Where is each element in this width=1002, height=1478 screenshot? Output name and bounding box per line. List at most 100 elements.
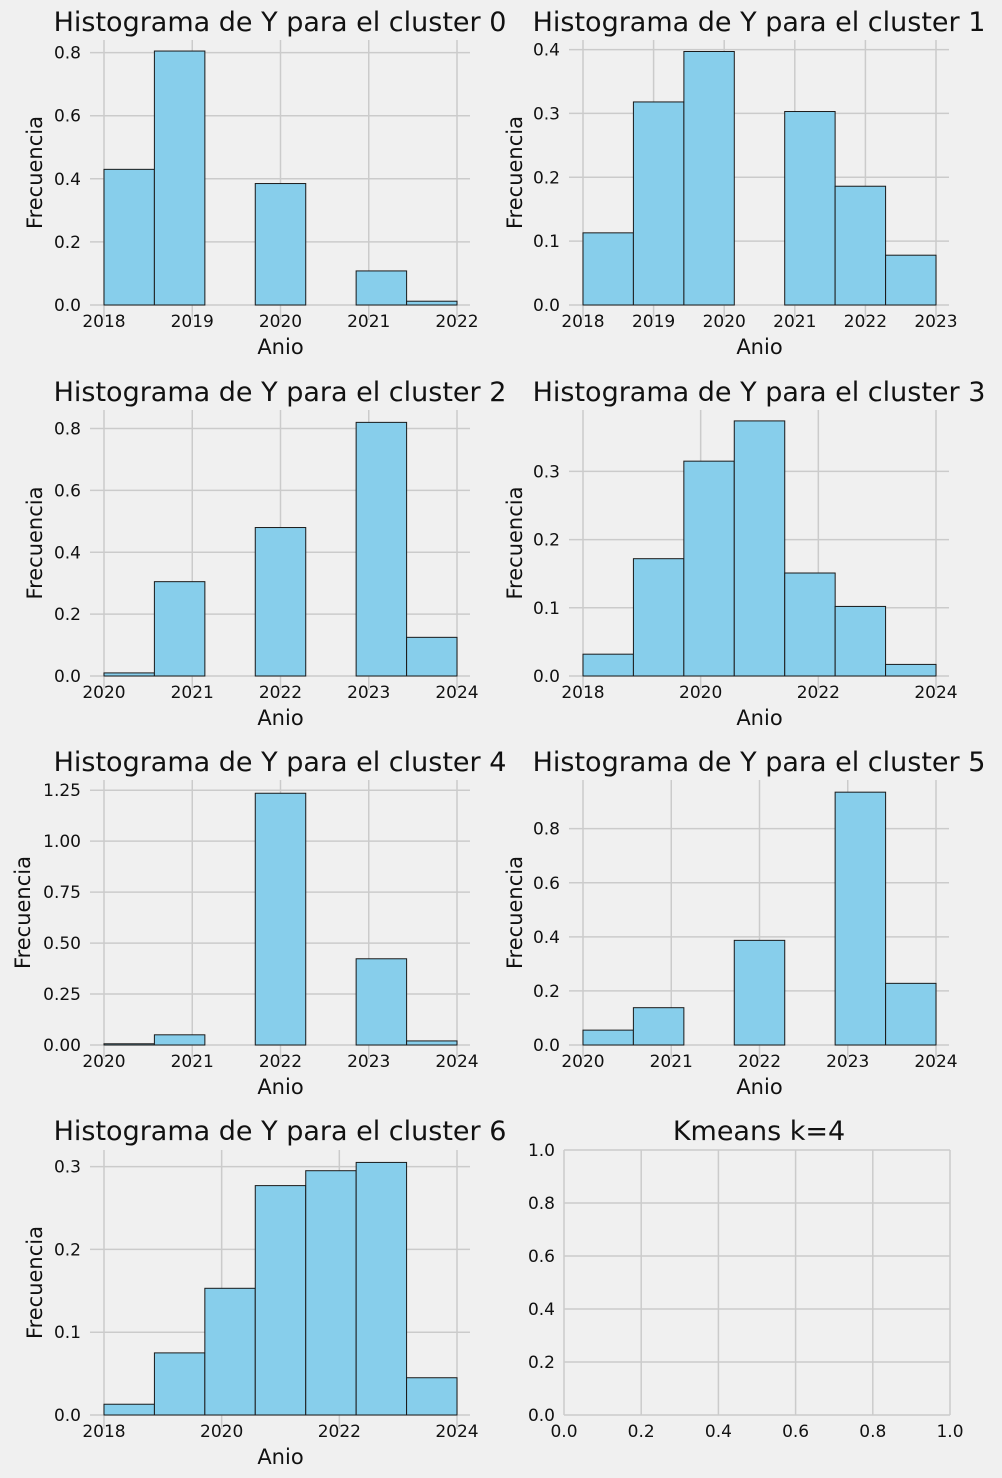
chart-title: Histograma de Y para el cluster 0	[54, 7, 507, 38]
histogram-bar	[582, 232, 634, 306]
x-tick-label: 2022	[738, 1052, 781, 1072]
y-tick-label: 0.0	[533, 1036, 560, 1056]
histogram-bar	[733, 939, 786, 1046]
x-tick-label: 0.2	[628, 1422, 655, 1442]
x-tick-label: 2020	[82, 683, 125, 703]
x-tick-label: 2023	[914, 312, 957, 332]
x-tick-label: 2020	[259, 312, 302, 332]
x-tick-label: 2024	[435, 1422, 478, 1442]
y-tick-label: 0.75	[43, 883, 81, 903]
x-tick-label: 2018	[561, 312, 604, 332]
y-tick-label: 0.6	[54, 481, 81, 501]
chart-panel-2: 2020 2021 2022 2023 2024 0.0 0.2 0.4 0.6 0.8 Histo…	[23, 377, 506, 730]
x-tick-label: 2020	[703, 312, 746, 332]
histogram-bar	[784, 111, 836, 306]
y-axis-label: Frecuencia	[503, 116, 527, 229]
histogram-bar	[406, 1040, 458, 1046]
histogram-bar	[153, 50, 206, 306]
histogram-bar	[103, 672, 155, 677]
x-tick-label: 2020	[561, 1052, 604, 1072]
chart-panel-5: 2020 2021 2022 2023 2024 0.0 0.2 0.4 0.6 0.8 Histo…	[503, 747, 985, 1099]
x-tick-label: 2021	[650, 1052, 693, 1072]
chart-title: Histograma de Y para el cluster 5	[533, 747, 986, 778]
x-tick-label: 2024	[435, 683, 478, 703]
y-axis-label: Frecuencia	[23, 487, 47, 600]
histogram-bar	[254, 792, 307, 1046]
y-axis-label: Frecuencia	[503, 487, 527, 600]
y-tick-label: 0.2	[54, 1240, 81, 1260]
y-tick-label: 0.8	[54, 44, 81, 64]
x-tick-label: 2020	[200, 1422, 243, 1442]
y-tick-label: 0.1	[533, 599, 560, 619]
y-tick-label: 0.0	[54, 667, 81, 687]
x-tick-label: 2022	[797, 683, 840, 703]
y-tick-label: 0.2	[528, 1353, 555, 1373]
x-tick-label: 2023	[826, 1052, 869, 1072]
histogram-bar	[632, 1007, 685, 1046]
histogram-bar	[885, 982, 937, 1046]
y-tick-label: 0.4	[533, 41, 560, 61]
histogram-bar	[204, 1287, 256, 1416]
histogram-bar	[885, 663, 937, 677]
histogram-bar	[305, 1170, 357, 1416]
x-tick-label: 2019	[632, 312, 675, 332]
y-tick-label: 0.25	[43, 985, 81, 1005]
y-tick-label: 0.8	[528, 1194, 555, 1214]
x-tick-label: 0.8	[859, 1422, 886, 1442]
x-tick-label: 2024	[914, 683, 957, 703]
chart-title: Histograma de Y para el cluster 6	[54, 1116, 507, 1147]
chart-title: Histograma de Y para el cluster 2	[54, 377, 507, 408]
histogram-bar	[784, 572, 836, 677]
x-tick-label: 2022	[259, 683, 302, 703]
y-tick-label: 0.1	[54, 1323, 81, 1343]
y-tick-label: 0.4	[54, 170, 81, 190]
histogram-bar	[254, 1185, 307, 1416]
y-axis-label: Frecuencia	[23, 1226, 47, 1339]
y-tick-label: 0.0	[54, 1406, 81, 1426]
histogram-bar	[355, 1161, 408, 1416]
histogram-bar	[683, 50, 735, 306]
histogram-bar	[406, 300, 458, 306]
histogram-bar	[582, 653, 634, 677]
y-tick-label: 0.2	[54, 233, 81, 253]
y-tick-label: 0.0	[528, 1406, 555, 1426]
y-axis-label: Frecuencia	[11, 856, 35, 969]
y-tick-label: 0.00	[43, 1036, 81, 1056]
x-tick-label: 2022	[435, 312, 478, 332]
x-tick-label: 2021	[347, 312, 390, 332]
y-tick-label: 0.2	[533, 531, 560, 551]
y-tick-label: 0.4	[533, 928, 560, 948]
histogram-bar	[355, 421, 408, 677]
y-tick-label: 0.2	[54, 605, 81, 625]
y-tick-label: 0.6	[54, 107, 81, 127]
y-tick-label: 0.2	[533, 982, 560, 1002]
x-tick-label: 2022	[318, 1422, 361, 1442]
histogram-bar	[103, 1403, 155, 1416]
histogram-bar	[834, 185, 887, 306]
x-axis-label: Anio	[257, 1445, 303, 1469]
y-tick-label: 0.8	[54, 420, 81, 440]
histogram-bar	[103, 1043, 155, 1046]
x-tick-label: 2018	[82, 312, 125, 332]
x-tick-label: 0.0	[550, 1422, 577, 1442]
y-tick-label: 0.3	[533, 104, 560, 124]
x-tick-label: 2021	[171, 1052, 214, 1072]
histogram-bar	[733, 420, 786, 677]
histogram-bar	[406, 636, 458, 677]
y-tick-label: 0.0	[54, 296, 81, 316]
x-tick-label: 2022	[844, 312, 887, 332]
histogram-bar	[683, 460, 735, 677]
histogram-bar	[355, 958, 408, 1046]
x-axis-label: Anio	[257, 706, 303, 730]
histogram-bar	[632, 101, 685, 306]
histogram-bar	[355, 270, 408, 306]
x-tick-label: 2020	[82, 1052, 125, 1072]
y-tick-label: 0.4	[528, 1300, 555, 1320]
y-tick-label: 1.0	[528, 1141, 555, 1161]
histogram-bar	[834, 605, 887, 677]
x-tick-label: 2023	[347, 1052, 390, 1072]
chart-panel-6: 2018 2020 2022 2024 0.0 0.1 0.2 0.3 Histograma d…	[23, 1116, 506, 1469]
y-tick-label: 0.2	[533, 168, 560, 188]
y-tick-label: 1.25	[43, 781, 81, 801]
